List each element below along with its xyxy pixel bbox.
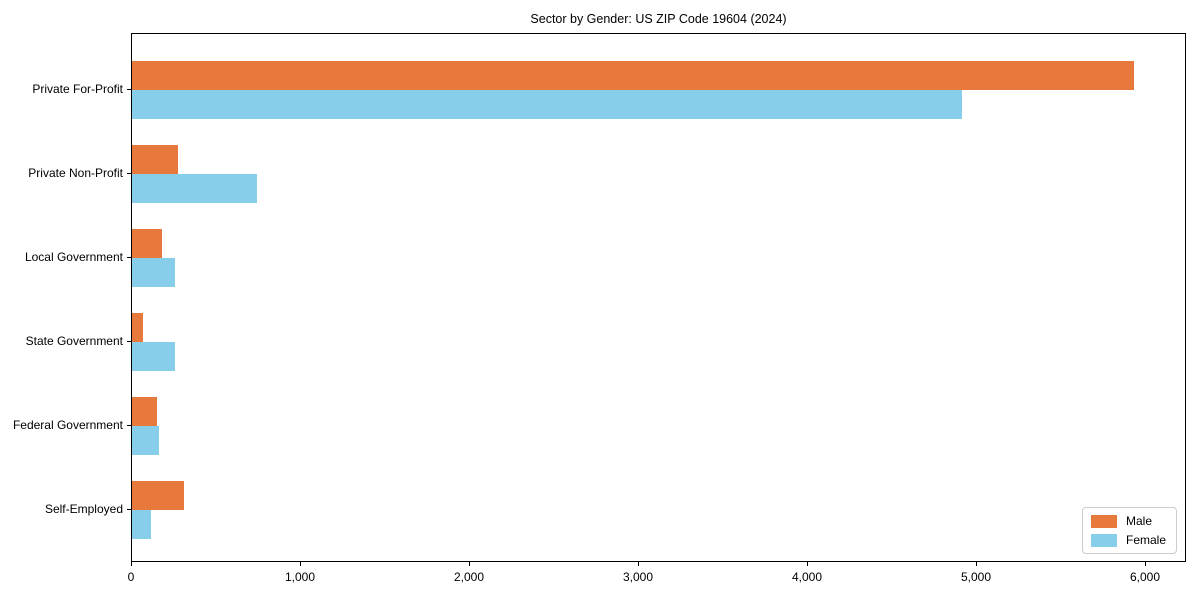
x-tick-mark: [131, 562, 132, 566]
x-tick-label-1-000: 1,000: [284, 570, 316, 584]
bar-male-state-government: [132, 313, 143, 342]
bar-female-private-for-profit: [132, 90, 962, 119]
x-tick-mark: [807, 562, 808, 566]
bar-female-state-government: [132, 342, 175, 371]
x-tick-label-4-000: 4,000: [791, 570, 823, 584]
y-tick-label-local-government: Local Government: [24, 250, 123, 264]
x-tick-mark: [1145, 562, 1146, 566]
y-tick-mark: [127, 257, 131, 258]
legend-entry-female: Female: [1090, 533, 1166, 547]
legend-swatch-male: [1090, 514, 1117, 528]
legend-entry-male: Male: [1090, 514, 1166, 528]
bar-male-private-non-profit: [132, 145, 178, 174]
y-tick-mark: [127, 89, 131, 90]
y-tick-mark: [127, 341, 131, 342]
legend-label-male: Male: [1125, 514, 1152, 528]
bar-female-local-government: [132, 258, 175, 287]
x-tick-mark: [638, 562, 639, 566]
bar-male-self-employed: [132, 481, 184, 510]
x-tick-mark: [469, 562, 470, 566]
x-tick-label-2-000: 2,000: [453, 570, 485, 584]
y-tick-label-self-employed: Self-Employed: [44, 502, 123, 516]
legend-swatch-female: [1090, 533, 1117, 547]
x-tick-label-3-000: 3,000: [622, 570, 654, 584]
plot-area: Male Female: [131, 33, 1186, 562]
y-tick-label-state-government: State Government: [25, 334, 123, 348]
bar-female-self-employed: [132, 510, 151, 539]
y-tick-label-federal-government: Federal Government: [12, 418, 123, 432]
y-tick-label-private-for-profit: Private For-Profit: [32, 82, 123, 96]
y-tick-label-private-non-profit: Private Non-Profit: [28, 166, 123, 180]
bar-female-federal-government: [132, 426, 159, 455]
y-tick-mark: [127, 173, 131, 174]
x-tick-label-5-000: 5,000: [960, 570, 992, 584]
bar-male-private-for-profit: [132, 61, 1134, 90]
x-tick-mark: [300, 562, 301, 566]
chart-title: Sector by Gender: US ZIP Code 19604 (202…: [530, 12, 787, 26]
x-tick-mark: [976, 562, 977, 566]
y-tick-mark: [127, 425, 131, 426]
x-tick-label-6-000: 6,000: [1129, 570, 1161, 584]
legend: Male Female: [1081, 507, 1177, 554]
y-tick-mark: [127, 509, 131, 510]
legend-label-female: Female: [1125, 533, 1166, 547]
bar-male-local-government: [132, 229, 162, 258]
x-tick-label-0: 0: [127, 570, 135, 584]
bar-male-federal-government: [132, 397, 157, 426]
bar-female-private-non-profit: [132, 174, 257, 203]
